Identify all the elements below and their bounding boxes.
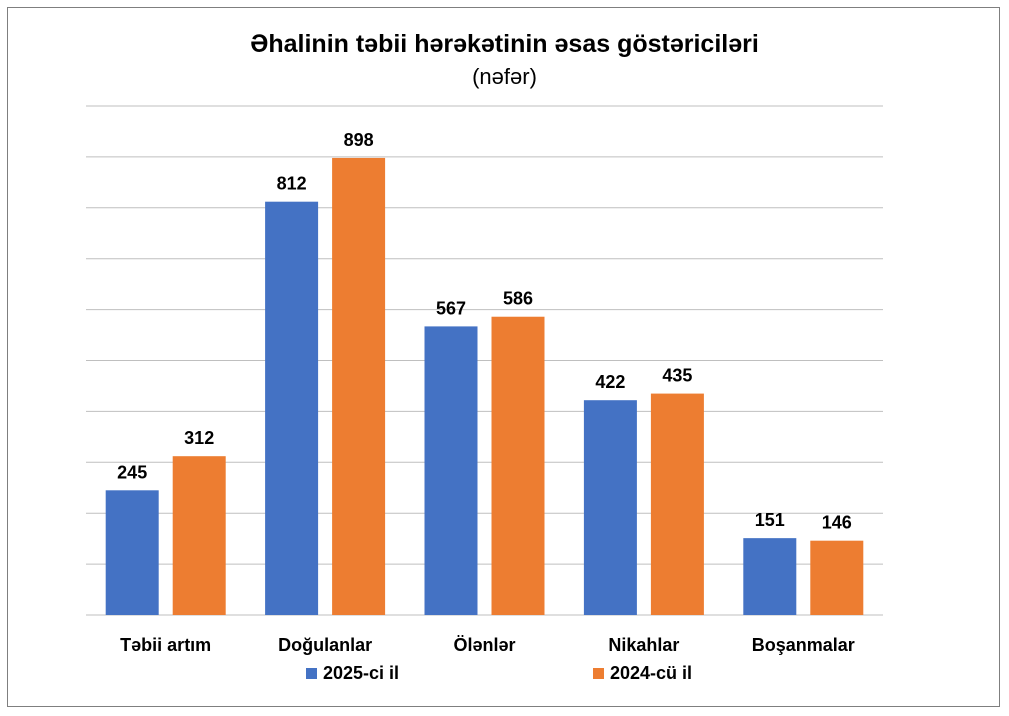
- x-tick-label: Boşanmalar: [752, 635, 855, 655]
- legend-item-2024: 2024-cü il: [593, 663, 692, 684]
- legend-swatch-2025: [306, 668, 317, 679]
- data-label: 146: [822, 513, 852, 533]
- bar-2024-4: [810, 540, 864, 615]
- chart-title: Əhalinin təbii hərəkətinin əsas göstəric…: [250, 30, 759, 58]
- data-label: 422: [595, 372, 625, 392]
- data-label: 586: [503, 289, 533, 309]
- legend-label-2024: 2024-cü il: [610, 663, 693, 683]
- data-label: 435: [662, 366, 692, 386]
- x-tick-label: Doğulanlar: [278, 635, 372, 655]
- bar-2024-0: [172, 456, 226, 615]
- bar-2025-1: [265, 201, 319, 615]
- x-tick-label: Nikahlar: [608, 635, 679, 655]
- legend-item-2025: 2025-ci il: [306, 663, 399, 684]
- data-label: 312: [184, 428, 214, 448]
- bar-2024-3: [650, 393, 704, 615]
- data-label: 898: [344, 130, 374, 150]
- bar-2024-2: [491, 316, 545, 615]
- bar-2024-1: [332, 157, 386, 615]
- bar-2025-3: [583, 400, 637, 615]
- data-label: 812: [277, 174, 307, 194]
- chart-subtitle: (nəfər): [472, 64, 537, 89]
- x-tick-label: Ölənlər: [453, 635, 515, 655]
- data-label: 151: [755, 510, 785, 530]
- data-label: 567: [436, 298, 466, 318]
- bar-2025-4: [743, 538, 797, 615]
- bar-2025-2: [424, 326, 478, 615]
- legend-swatch-2024: [593, 668, 604, 679]
- x-tick-label: Təbii artım: [120, 635, 211, 655]
- legend-label-2025: 2025-ci il: [323, 663, 400, 683]
- bar-2025-0: [105, 490, 159, 615]
- data-label: 245: [117, 462, 147, 482]
